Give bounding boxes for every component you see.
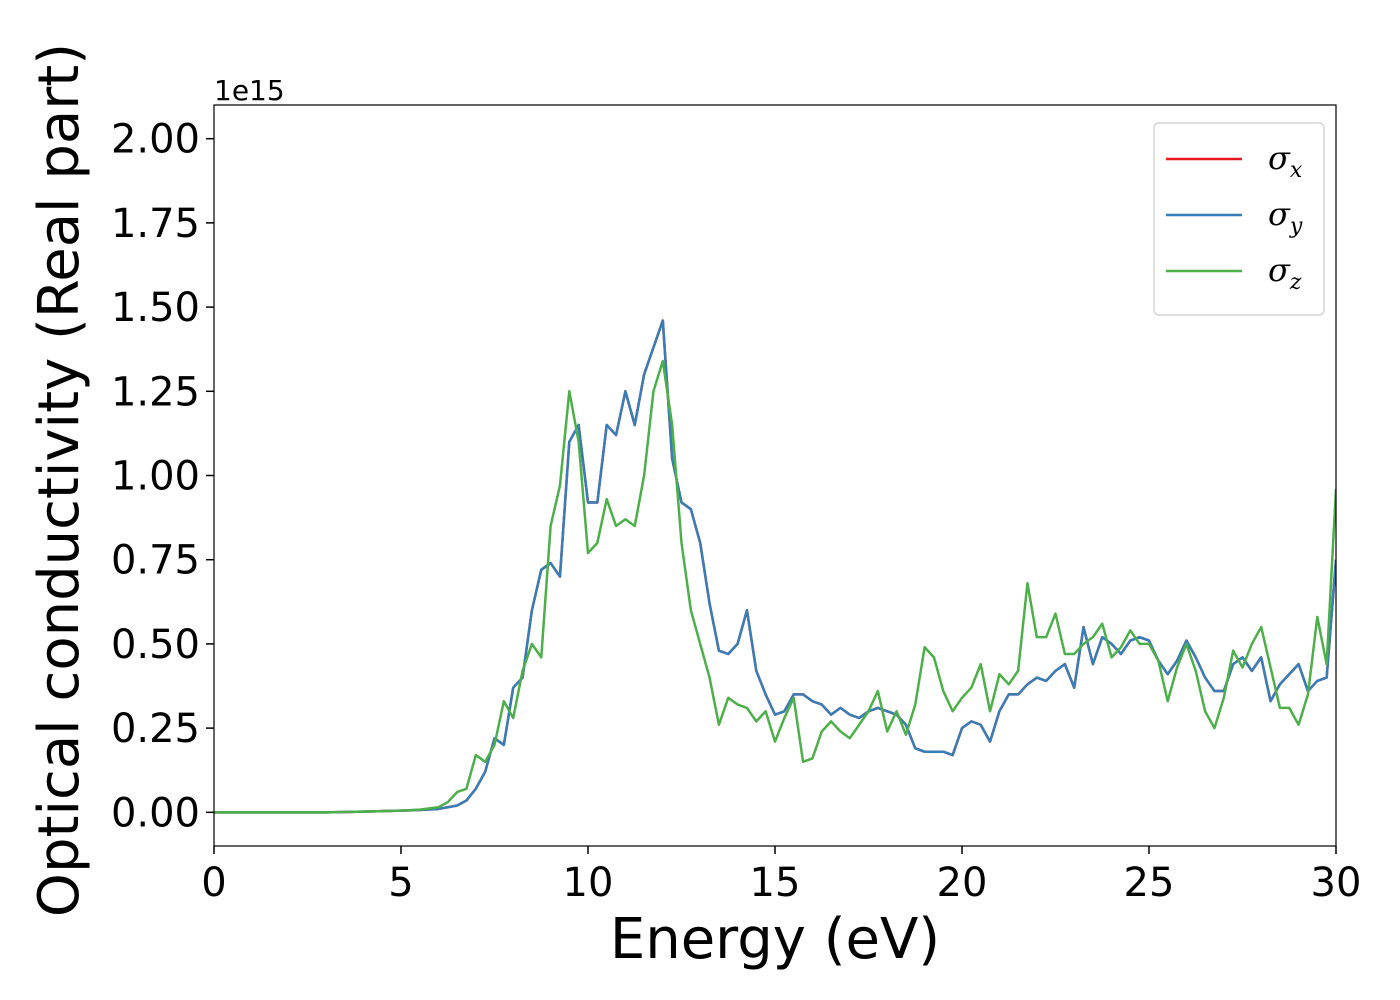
y-axis-label: Optical conductivity (Real part) [27, 43, 92, 917]
legend: σx σy σz [1153, 122, 1325, 316]
y-tick-label: 2.00 [111, 117, 200, 163]
y-tick-label: 1.00 [111, 454, 200, 500]
legend-label: σz [1268, 251, 1302, 295]
y-tick-label: 1.75 [111, 201, 200, 247]
legend-label: σy [1268, 195, 1303, 239]
y-offset-label: 1e15 [214, 74, 285, 107]
y-tick-label: 0.50 [111, 622, 200, 668]
series-line [214, 319, 1336, 814]
plot-frame [213, 104, 1337, 847]
x-axis-label: Energy (eV) [610, 907, 940, 972]
x-tick-label: 0 [201, 860, 226, 906]
x-tick-label: 25 [1124, 860, 1175, 906]
series-line [214, 359, 1336, 814]
x-tick-label: 10 [563, 860, 614, 906]
legend-label: σx [1268, 139, 1303, 183]
x-tick-label: 20 [937, 860, 988, 906]
y-tick-label: 0.00 [111, 790, 200, 836]
y-tick-label: 0.75 [111, 538, 200, 584]
y-tick-label: 1.50 [111, 285, 200, 331]
x-tick-label: 5 [388, 860, 413, 906]
x-tick-label: 30 [1311, 860, 1362, 906]
x-tick-label: 15 [750, 860, 801, 906]
legend-frame [1153, 122, 1325, 316]
y-tick-label: 1.25 [111, 369, 200, 415]
y-tick-label: 0.25 [111, 706, 200, 752]
